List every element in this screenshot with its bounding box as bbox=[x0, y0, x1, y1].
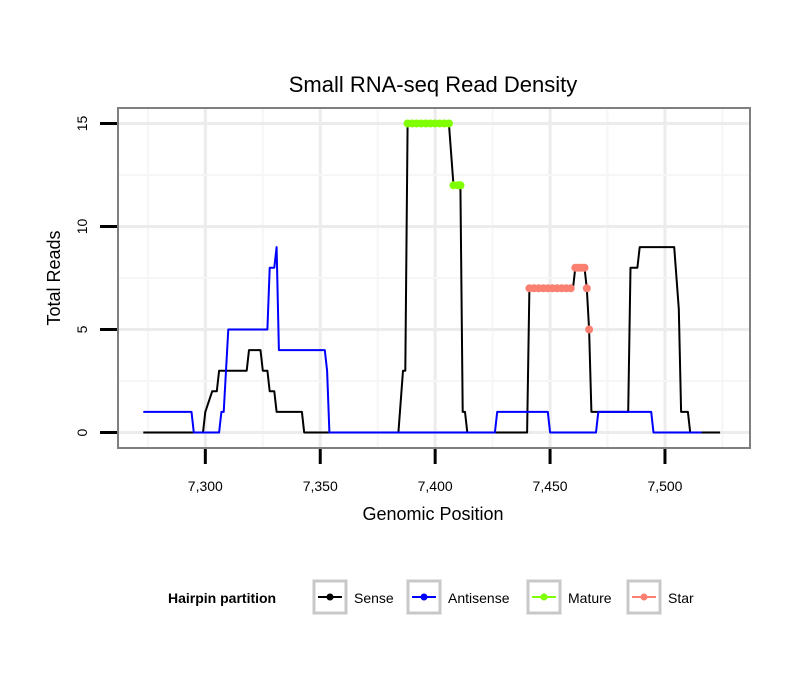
x-tick-label: 7,500 bbox=[647, 478, 682, 494]
legend-key-point bbox=[420, 593, 428, 601]
legend-key-point bbox=[540, 593, 548, 601]
gridlines bbox=[118, 108, 750, 448]
legend-label: Star bbox=[668, 590, 694, 606]
legend-label: Mature bbox=[568, 590, 612, 606]
y-axis-title: Total Reads bbox=[44, 230, 64, 325]
data-point-mature bbox=[456, 181, 465, 190]
plot-border bbox=[117, 107, 751, 449]
legend-items: Sense Antisense Mature Star bbox=[312, 579, 694, 615]
legend-label: Sense bbox=[354, 590, 394, 606]
x-axis-title: Genomic Position bbox=[362, 504, 503, 524]
series-line-antisense bbox=[143, 246, 702, 434]
data-point-star bbox=[582, 284, 591, 293]
legend-title: Hairpin partition bbox=[168, 590, 276, 606]
legend-label: Antisense bbox=[448, 590, 510, 606]
y-tick-label: 15 bbox=[74, 115, 90, 131]
legend: Hairpin partition Sense Antisense Mature St… bbox=[168, 579, 694, 615]
legend-item-mature: Mature bbox=[526, 579, 612, 615]
legend-item-sense: Sense bbox=[312, 579, 394, 615]
legend-key-point bbox=[640, 593, 648, 601]
data-point-star bbox=[580, 263, 589, 272]
axes: 7,300 7,350 7,400 7,450 7,500 0 5 10 15 bbox=[74, 115, 683, 494]
y-tick-label: 10 bbox=[74, 218, 90, 234]
data-point-star bbox=[566, 284, 575, 293]
x-tick-label: 7,300 bbox=[188, 478, 223, 494]
series-layer bbox=[143, 119, 721, 434]
x-tick-label: 7,450 bbox=[533, 478, 568, 494]
x-tick-label: 7,400 bbox=[418, 478, 453, 494]
x-tick-label: 7,350 bbox=[303, 478, 338, 494]
legend-key-point bbox=[326, 593, 334, 601]
y-tick-label: 5 bbox=[74, 325, 90, 333]
legend-item-star: Star bbox=[626, 579, 694, 615]
chart-title: Small RNA-seq Read Density bbox=[289, 72, 578, 97]
data-point-star bbox=[585, 325, 594, 334]
legend-item-antisense: Antisense bbox=[406, 579, 510, 615]
data-point-mature bbox=[444, 119, 453, 128]
y-tick-label: 0 bbox=[74, 428, 90, 436]
